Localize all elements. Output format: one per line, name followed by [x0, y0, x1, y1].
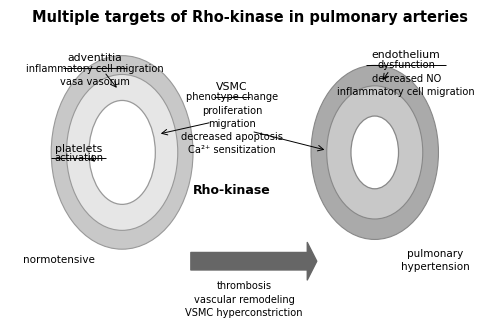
Ellipse shape — [311, 65, 438, 240]
Text: activation: activation — [54, 153, 103, 164]
Text: phenotype change
proliferation
migration
decreased apoptosis
Ca²⁺ sensitization: phenotype change proliferation migration… — [181, 92, 283, 155]
Text: VSMC: VSMC — [216, 82, 248, 92]
Ellipse shape — [351, 116, 399, 189]
Text: Rho-kinase: Rho-kinase — [193, 184, 271, 197]
Text: pulmonary
hypertension: pulmonary hypertension — [401, 249, 469, 272]
Ellipse shape — [51, 56, 193, 249]
Text: adventitia: adventitia — [68, 53, 122, 63]
Text: Multiple targets of Rho-kinase in pulmonary arteries: Multiple targets of Rho-kinase in pulmon… — [32, 10, 468, 24]
Text: dysfunction
decreased NO
inflammatory cell migration: dysfunction decreased NO inflammatory ce… — [338, 61, 475, 97]
Text: inflammatory cell migration
vasa vasorum: inflammatory cell migration vasa vasorum — [26, 64, 164, 87]
Text: endothelium: endothelium — [372, 50, 440, 60]
Ellipse shape — [66, 74, 178, 230]
Text: normotensive: normotensive — [24, 255, 95, 266]
Ellipse shape — [326, 86, 423, 219]
Text: platelets: platelets — [55, 144, 102, 154]
Text: thrombosis
vascular remodeling
VSMC hyperconstriction: thrombosis vascular remodeling VSMC hype… — [186, 281, 303, 318]
Ellipse shape — [89, 100, 156, 204]
